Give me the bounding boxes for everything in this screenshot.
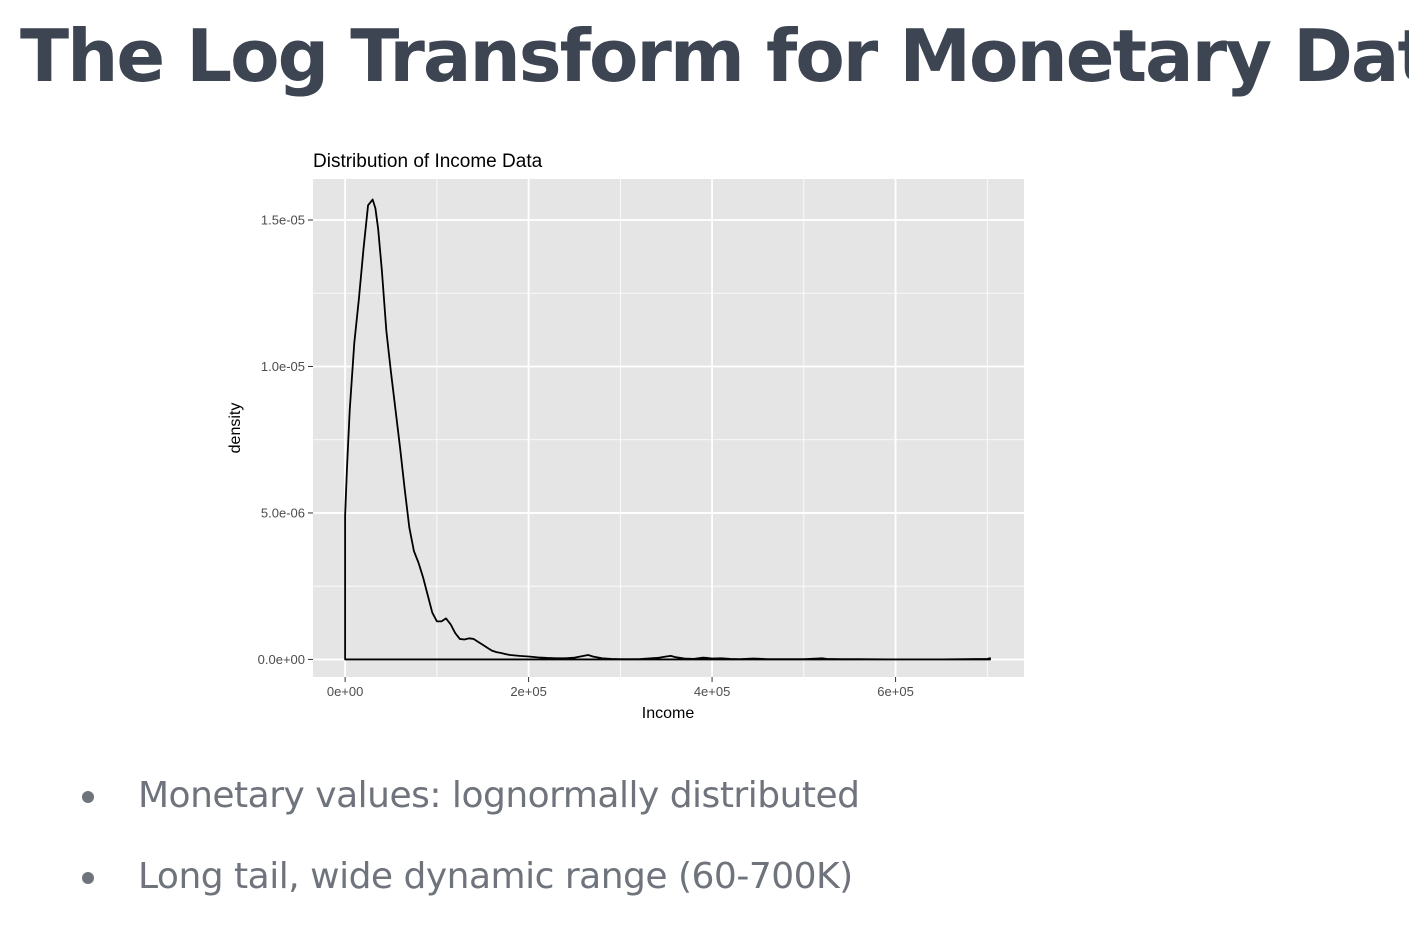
grid-minor: [313, 179, 1024, 677]
x-tick-label: 4e+05: [694, 684, 731, 699]
bullet-dot-icon: [82, 791, 94, 803]
bullet-text: Long tail, wide dynamic range (60-700K): [138, 856, 853, 897]
y-tick-label: 0.0e+00: [258, 652, 305, 667]
income-density-chart: Distribution of Income Data 0.0e+00 5.0e-…: [227, 151, 1024, 722]
bullet-item: Long tail, wide dynamic range (60-700K): [78, 851, 860, 932]
y-axis: 0.0e+00 5.0e-06 1.0e-05 1.5e-05: [258, 213, 313, 667]
x-axis-label: Income: [642, 705, 695, 722]
density-curve: [344, 198, 991, 661]
x-tick-label: 6e+05: [877, 684, 914, 699]
x-tick-label: 2e+05: [510, 684, 547, 699]
bullet-item: Monetary values: lognormally distributed: [78, 770, 860, 851]
y-tick-label: 1.0e-05: [261, 359, 305, 374]
x-axis: 0e+00 2e+05 4e+05 6e+05: [327, 677, 914, 699]
plot-panel: [313, 179, 1024, 677]
y-axis-label: density: [227, 403, 244, 454]
bullet-dot-icon: [82, 872, 94, 884]
slide-title: The Log Transform for Monetary Data: [20, 14, 1409, 98]
chart-title: Distribution of Income Data: [313, 151, 543, 172]
y-tick-label: 5.0e-06: [261, 505, 305, 520]
bullet-text: Monetary values: lognormally distributed: [138, 775, 860, 816]
bullet-list: Monetary values: lognormally distributed…: [78, 770, 860, 932]
x-tick-label: 0e+00: [327, 684, 364, 699]
y-tick-label: 1.5e-05: [261, 213, 305, 228]
